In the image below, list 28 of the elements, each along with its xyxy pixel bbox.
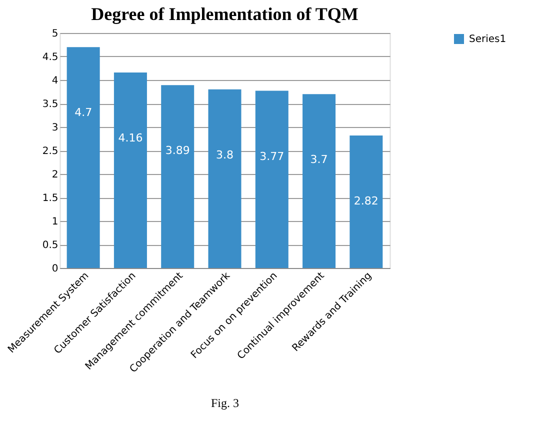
y-tick-label: 3: [52, 122, 58, 134]
data-label: 3.77: [260, 150, 284, 163]
caption: Fig. 3: [210, 396, 240, 410]
bar: [255, 90, 288, 268]
y-tick-label: 1: [52, 216, 58, 228]
chart-title: Degree of Implementation of TQM: [91, 4, 358, 24]
data-label: 4.7: [74, 106, 92, 120]
data-label: 4.16: [118, 131, 143, 144]
y-tick-label: 0.5: [42, 240, 58, 251]
bar: [208, 89, 242, 268]
bar: [302, 94, 336, 268]
bar: [66, 47, 100, 268]
y-tick-label: 0: [52, 264, 58, 274]
bar: [161, 85, 194, 268]
y-tick-label: 4.5: [42, 52, 58, 63]
data-label: 3.7: [310, 153, 328, 166]
y-tick-label: 5: [52, 28, 58, 40]
y-tick-label: 1.5: [42, 193, 58, 204]
bar: [350, 135, 383, 268]
y-tick-label: 4: [52, 76, 58, 86]
y-tick-label: 3.5: [42, 99, 58, 110]
y-tick-label: 2.5: [42, 146, 58, 157]
y-tick-label: 2: [52, 170, 58, 180]
data-label: 2.82: [354, 194, 378, 208]
bar: [114, 72, 147, 268]
data-label: 3.89: [165, 144, 190, 158]
legend-label: Series1: [469, 34, 506, 45]
data-label: 3.8: [216, 148, 234, 162]
